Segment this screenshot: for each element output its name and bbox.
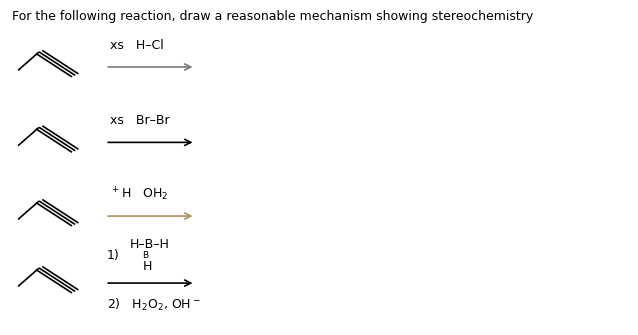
Text: B: B (142, 251, 149, 260)
Text: 1): 1) (107, 249, 120, 262)
Text: For the following reaction, draw a reasonable mechanism showing stereochemistry: For the following reaction, draw a reaso… (12, 10, 533, 23)
Text: $^+$H   OH$_2$: $^+$H OH$_2$ (110, 186, 168, 203)
Text: xs   Br–Br: xs Br–Br (110, 114, 170, 127)
Text: H: H (142, 261, 152, 273)
Text: H–B–H: H–B–H (130, 238, 169, 251)
Text: 2)   H$_2$O$_2$, OH$^-$: 2) H$_2$O$_2$, OH$^-$ (107, 297, 200, 313)
Text: xs   H–Cl: xs H–Cl (110, 39, 164, 52)
